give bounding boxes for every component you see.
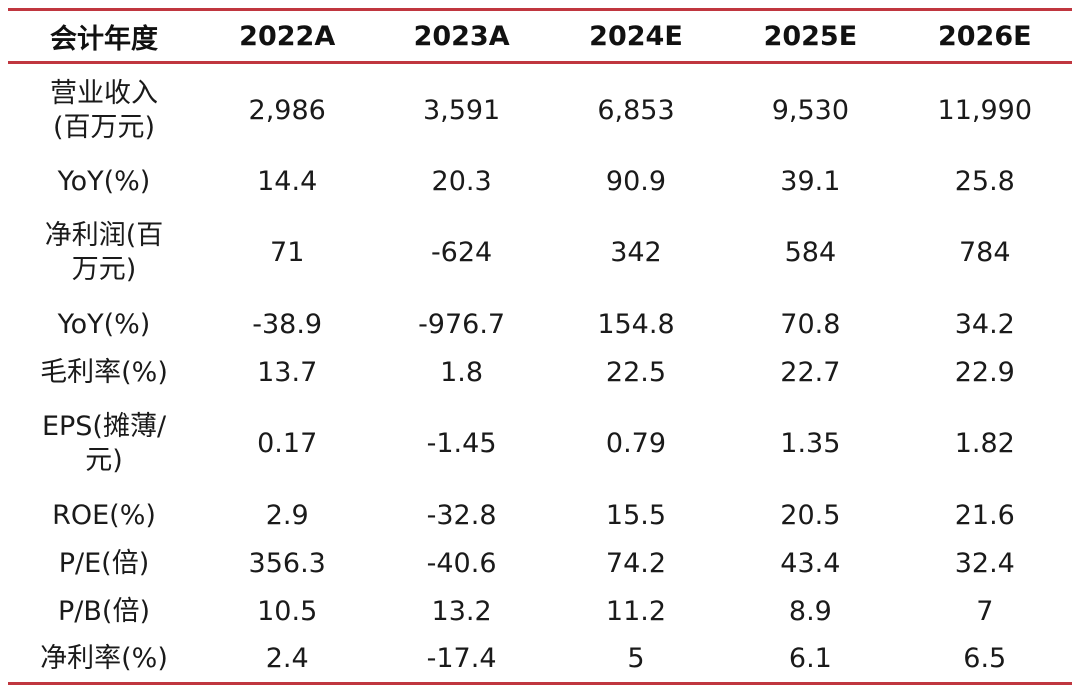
row-label: ROE(%) (52, 499, 156, 531)
table-cell: 0.17 (257, 428, 318, 459)
table-cell: 1.82 (954, 428, 1015, 459)
table-cell: 2,986 (248, 94, 326, 126)
table-cell: -17.4 (374, 635, 549, 685)
table-cell: 74.2 (605, 547, 667, 579)
table-row-pe: P/E(倍) 356.3 -40.6 74.2 43.4 32.4 (8, 540, 1072, 588)
table-cell: 342 (610, 237, 662, 268)
table-cell: 584 (784, 237, 837, 268)
header-2023a: 2023A (374, 8, 549, 64)
row-label: P/E(倍) (58, 547, 150, 579)
table-cell: 784 (959, 237, 1011, 268)
table-cell: 21.6 (954, 499, 1015, 531)
table-cell: 1.8 (440, 356, 484, 388)
table-cell: 70.8 (780, 308, 841, 340)
table-row-roe: ROE(%) 2.9 -32.8 15.5 20.5 21.6 (8, 492, 1072, 540)
table-cell: 154.8 (597, 308, 675, 340)
table-cell: 13.2 (431, 595, 492, 627)
table-row-gross-margin: 毛利率(%) 13.7 1.8 22.5 22.7 22.9 (8, 349, 1072, 397)
table-cell: 2.9 (265, 499, 309, 531)
table-row-net-margin: 净利率(%) 2.4 -17.4 5 6.1 6.5 (8, 635, 1072, 685)
table-cell: 0.79 (605, 428, 667, 459)
table-cell: 6.1 (723, 635, 898, 685)
table-row-eps: EPS(摊薄/ 元) 0.17 -1.45 0.79 1.35 1.82 (8, 397, 1072, 492)
table-cell: 13.7 (257, 356, 318, 388)
table-cell: 6.5 (897, 635, 1072, 685)
table-cell: 32.4 (954, 547, 1015, 579)
header-2022a: 2022A (200, 8, 375, 64)
table-cell: 22.7 (780, 356, 841, 388)
table-cell: -32.8 (426, 499, 497, 531)
table-cell: 8.9 (788, 595, 832, 627)
table-cell: 20.5 (780, 499, 841, 531)
table-cell: 25.8 (954, 165, 1015, 197)
table-cell: -624 (430, 237, 493, 268)
table-row-revenue-yoy: YoY(%) 14.4 20.3 90.9 39.1 25.8 (8, 158, 1072, 206)
table-cell: 22.9 (954, 356, 1015, 388)
table-cell: 6,853 (597, 94, 675, 126)
row-label: YoY(%) (57, 165, 151, 197)
header-fiscal-year: 会计年度 (8, 8, 200, 64)
table-cell: 22.5 (605, 356, 667, 388)
table-cell: 20.3 (431, 165, 492, 197)
table-cell: 9,530 (771, 94, 850, 126)
table-row-pb: P/B(倍) 10.5 13.2 11.2 8.9 7 (8, 588, 1072, 636)
table-cell: 43.4 (780, 547, 841, 579)
table-cell: 34.2 (954, 308, 1015, 340)
table-cell: 14.4 (257, 165, 318, 197)
table-header-row: 会计年度 2022A 2023A 2024E 2025E 2026E (8, 8, 1072, 64)
table-row-net-profit-yoy: YoY(%) -38.9 -976.7 154.8 70.8 34.2 (8, 301, 1072, 349)
row-label: 毛利率(%) (40, 356, 168, 388)
table-cell: 39.1 (780, 165, 841, 197)
row-label: YoY(%) (57, 308, 151, 340)
table-cell: 2.4 (200, 635, 375, 685)
table-cell: 15.5 (605, 499, 667, 531)
header-2024e: 2024E (548, 8, 724, 64)
table-cell: 11.2 (605, 595, 667, 627)
table-cell: -976.7 (418, 308, 506, 340)
table-cell: 356.3 (248, 547, 326, 579)
table-cell: 11,990 (937, 94, 1033, 126)
table-cell: 5 (548, 635, 724, 685)
header-2025e: 2025E (723, 8, 898, 64)
row-label: 净利润(百 万元) (44, 220, 164, 285)
header-2026e: 2026E (897, 8, 1072, 64)
table-cell: -38.9 (252, 308, 323, 340)
row-label: EPS(摊薄/ 元) (41, 411, 167, 476)
table-cell: 1.35 (780, 428, 841, 459)
table-row-revenue: 营业收入 (百万元) 2,986 3,591 6,853 9,530 11,99… (8, 63, 1072, 158)
table-cell: 3,591 (422, 94, 501, 126)
table-cell: 7 (976, 595, 994, 627)
table-row-net-profit: 净利润(百 万元) 71 -624 342 584 784 (8, 206, 1072, 301)
table-cell: 71 (270, 237, 305, 268)
table-cell: 10.5 (257, 595, 318, 627)
table-cell: -40.6 (426, 547, 497, 579)
row-label: 净利率(%) (8, 635, 200, 685)
row-label: 营业收入 (百万元) (50, 77, 158, 143)
table-cell: -1.45 (426, 428, 497, 459)
financial-forecast-table: 会计年度 2022A 2023A 2024E 2025E 2026E 营业收入 … (8, 8, 1072, 685)
table-cell: 90.9 (605, 165, 667, 197)
row-label: P/B(倍) (58, 595, 150, 627)
